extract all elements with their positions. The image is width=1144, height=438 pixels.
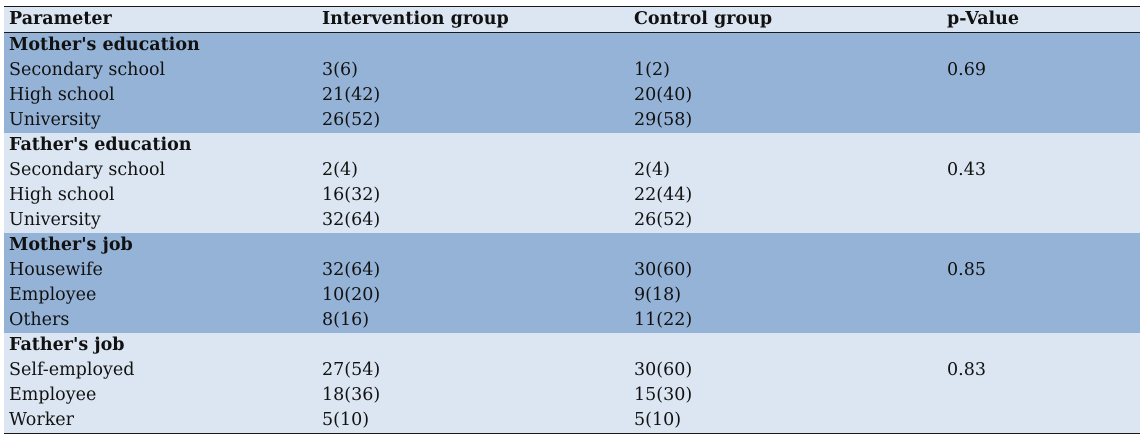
table-header: Parameter Intervention group Control gro… bbox=[4, 6, 1140, 33]
cell-intervention: 2(4) bbox=[322, 160, 358, 180]
cell-p-value bbox=[942, 183, 1140, 208]
cell-p-value bbox=[942, 83, 1140, 108]
table-row: University 26(52) 29(58) bbox=[4, 108, 1140, 133]
section-title-row: Father's job bbox=[4, 333, 1140, 358]
section-title: Father's education bbox=[9, 135, 192, 155]
cell-intervention: 16(32) bbox=[322, 185, 381, 205]
table-row: Employee 18(36) 15(30) bbox=[4, 383, 1140, 408]
cell-intervention: 26(52) bbox=[322, 110, 381, 130]
header-parameter: Parameter bbox=[4, 6, 317, 33]
cell-p-value: 0.43 bbox=[947, 160, 986, 180]
cell-control: 1(2) bbox=[634, 60, 670, 80]
cell-control: 20(40) bbox=[634, 85, 693, 105]
cell-intervention: 18(36) bbox=[322, 385, 381, 405]
cell-parameter: University bbox=[9, 210, 101, 230]
table-row: Worker 5(10) 5(10) bbox=[4, 408, 1140, 434]
cell-control: 29(58) bbox=[634, 110, 693, 130]
cell-intervention: 3(6) bbox=[322, 60, 358, 80]
cell-control: 9(18) bbox=[634, 285, 682, 305]
cell-parameter: University bbox=[9, 110, 101, 130]
section-title-row: Father's education bbox=[4, 133, 1140, 158]
cell-parameter: Housewife bbox=[9, 260, 103, 280]
table-row: Secondary school 3(6) 1(2) 0.69 bbox=[4, 58, 1140, 83]
section-fathers-education: Father's education Secondary school 2(4)… bbox=[4, 133, 1140, 233]
cell-p-value bbox=[942, 208, 1140, 233]
section-mothers-job: Mother's job Housewife 32(64) 30(60) 0.8… bbox=[4, 233, 1140, 333]
cell-p-value bbox=[942, 283, 1140, 308]
cell-p-value bbox=[942, 383, 1140, 408]
demographics-table: Parameter Intervention group Control gro… bbox=[4, 6, 1140, 434]
cell-control: 30(60) bbox=[634, 360, 693, 380]
table-container: Parameter Intervention group Control gro… bbox=[4, 6, 1140, 434]
cell-parameter: High school bbox=[9, 185, 115, 205]
cell-parameter: Employee bbox=[9, 285, 97, 305]
cell-p-value: 0.69 bbox=[947, 60, 986, 80]
section-title: Mother's job bbox=[9, 235, 133, 255]
table-row: Secondary school 2(4) 2(4) 0.43 bbox=[4, 158, 1140, 183]
header-row: Parameter Intervention group Control gro… bbox=[4, 6, 1140, 33]
cell-control: 26(52) bbox=[634, 210, 693, 230]
table-row: Self-employed 27(54) 30(60) 0.83 bbox=[4, 358, 1140, 383]
section-mothers-education: Mother's education Secondary school 3(6)… bbox=[4, 32, 1140, 133]
cell-p-value bbox=[942, 108, 1140, 133]
section-fathers-job: Father's job Self-employed 27(54) 30(60)… bbox=[4, 333, 1140, 434]
table-row: University 32(64) 26(52) bbox=[4, 208, 1140, 233]
cell-intervention: 8(16) bbox=[322, 310, 370, 330]
header-control-group: Control group bbox=[629, 6, 942, 33]
cell-parameter: Worker bbox=[4, 408, 317, 434]
cell-parameter: Secondary school bbox=[9, 60, 166, 80]
cell-p-value bbox=[942, 408, 1140, 434]
cell-intervention: 32(64) bbox=[322, 210, 381, 230]
cell-parameter: Secondary school bbox=[9, 160, 166, 180]
header-p-value: p-Value bbox=[942, 6, 1140, 33]
cell-intervention: 21(42) bbox=[322, 85, 381, 105]
cell-intervention: 32(64) bbox=[322, 260, 381, 280]
cell-control: 5(10) bbox=[629, 408, 942, 434]
section-title: Father's job bbox=[9, 335, 125, 355]
cell-control: 22(44) bbox=[634, 185, 693, 205]
cell-intervention: 5(10) bbox=[317, 408, 629, 434]
section-title: Mother's education bbox=[9, 35, 200, 55]
cell-control: 15(30) bbox=[634, 385, 693, 405]
section-title-row: Mother's job bbox=[4, 233, 1140, 258]
cell-parameter: Self-employed bbox=[9, 360, 135, 380]
cell-intervention: 10(20) bbox=[322, 285, 381, 305]
table-row: High school 16(32) 22(44) bbox=[4, 183, 1140, 208]
table-row: Housewife 32(64) 30(60) 0.85 bbox=[4, 258, 1140, 283]
header-intervention-group: Intervention group bbox=[317, 6, 629, 33]
cell-p-value: 0.83 bbox=[947, 360, 986, 380]
cell-control: 11(22) bbox=[634, 310, 693, 330]
cell-p-value: 0.85 bbox=[947, 260, 986, 280]
table-row: High school 21(42) 20(40) bbox=[4, 83, 1140, 108]
section-title-row: Mother's education bbox=[4, 32, 1140, 58]
cell-parameter: Employee bbox=[9, 385, 97, 405]
cell-control: 30(60) bbox=[634, 260, 693, 280]
table-row: Others 8(16) 11(22) bbox=[4, 308, 1140, 333]
cell-parameter: Others bbox=[9, 310, 70, 330]
cell-intervention: 27(54) bbox=[322, 360, 381, 380]
cell-control: 2(4) bbox=[634, 160, 670, 180]
cell-p-value bbox=[942, 308, 1140, 333]
table-row: Employee 10(20) 9(18) bbox=[4, 283, 1140, 308]
cell-parameter: High school bbox=[9, 85, 115, 105]
